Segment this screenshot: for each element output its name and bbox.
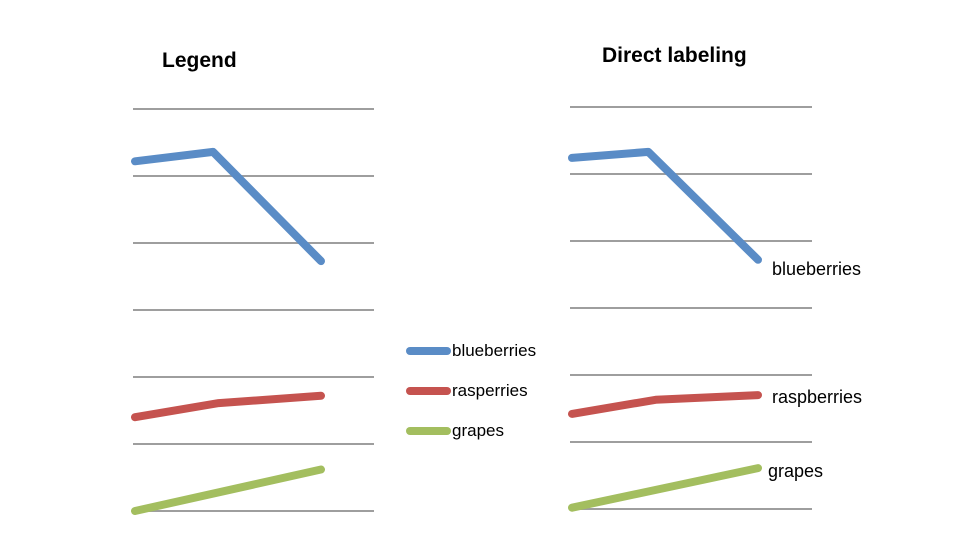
series-line-rasperries (131, 391, 325, 422)
legend-item-blueberries: blueberries (406, 339, 536, 363)
legend-item-rasperries: rasperries (406, 379, 536, 403)
left-panel-title: Legend (162, 49, 237, 72)
legend-swatch-grapes-icon (406, 427, 451, 435)
direct-label-grapes: grapes (768, 461, 824, 481)
series-line-grapes (131, 465, 325, 515)
series-line-grapes (568, 464, 762, 512)
direct-label-blueberries: blueberries (772, 259, 862, 279)
series-line-blueberries (568, 147, 762, 264)
legend-swatch-rasperries-icon (406, 387, 451, 395)
legend: blueberries rasperries grapes (406, 339, 536, 459)
right-panel-title: Direct labeling (602, 44, 747, 67)
legend-label-rasperries: rasperries (452, 381, 528, 400)
legend-label-grapes: grapes (452, 421, 504, 440)
series-line-blueberries (131, 147, 325, 266)
legend-swatch-blueberries-icon (406, 347, 451, 355)
series-line-raspberries (568, 391, 762, 418)
legend-item-grapes: grapes (406, 419, 536, 443)
direct-label-raspberries: raspberries (772, 387, 863, 407)
legend-label-blueberries: blueberries (452, 341, 537, 360)
